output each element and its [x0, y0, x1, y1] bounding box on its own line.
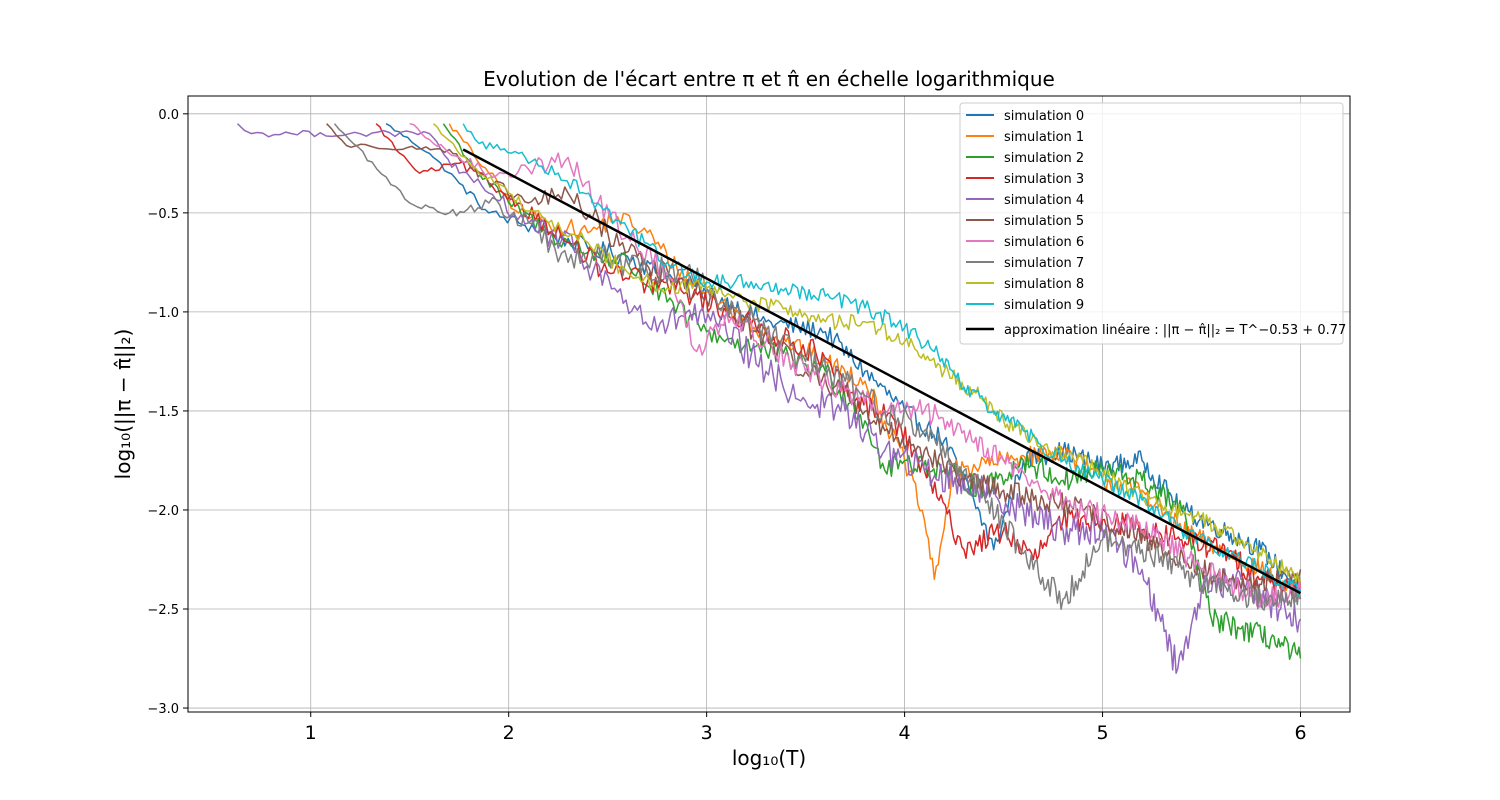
legend-label: simulation 9: [1004, 298, 1084, 313]
y-tick-label: −0.5: [147, 207, 179, 222]
ticks: 1 2 3 4 5 6 0.0 −0.5 −1.0 −1.5 −2.0 −2.5 −3.0: [147, 108, 1306, 744]
x-tick-label: 4: [899, 722, 911, 744]
y-tick-label: −2.5: [147, 603, 179, 618]
legend-label: simulation 8: [1004, 277, 1084, 292]
x-tick-label: 2: [503, 722, 515, 744]
series-line-3: [375, 123, 1302, 599]
legend-box: [959, 102, 1344, 345]
legend-label: simulation 2: [1004, 151, 1084, 166]
series-line-1: [448, 123, 1301, 603]
y-tick-label: 0.0: [158, 108, 179, 123]
x-axis-label: log₁₀(T): [732, 746, 806, 770]
legend-label: simulation 6: [1004, 235, 1084, 250]
legend: simulation 0 simulation 1 simulation 2 simu…: [959, 102, 1346, 345]
legend-label: simulation 5: [1004, 214, 1084, 229]
x-tick-label: 1: [305, 722, 317, 744]
chart-title: Evolution de l'écart entre π et π̂ en éc…: [483, 67, 1055, 91]
legend-label-fit: approximation linéaire : ||π − π̂||₂ = T…: [1004, 323, 1346, 338]
series-line-6: [409, 122, 1302, 608]
series-line-9: [462, 123, 1302, 597]
legend-label: simulation 3: [1004, 172, 1084, 187]
legend-label: simulation 0: [1004, 109, 1084, 124]
series-line-8: [432, 123, 1302, 585]
y-tick-label: −3.0: [147, 702, 179, 717]
y-tick-label: −1.5: [147, 405, 179, 420]
fit-line: [462, 148, 1302, 595]
legend-label: simulation 1: [1004, 130, 1084, 145]
plot-frame: [187, 95, 1351, 713]
series-group: [236, 122, 1302, 674]
y-axis-label: log₁₀(||π − π̂||₂): [111, 329, 135, 480]
series-line-7: [333, 123, 1302, 611]
legend-label: simulation 7: [1004, 256, 1084, 271]
y-tick-label: −1.0: [147, 306, 179, 321]
x-tick-label: 3: [701, 722, 713, 744]
x-tick-label: 5: [1097, 722, 1109, 744]
series-line-5: [326, 123, 1302, 595]
y-tick-label: −2.0: [147, 504, 179, 519]
x-tick-label: 6: [1294, 722, 1306, 744]
legend-label: simulation 4: [1004, 193, 1084, 208]
